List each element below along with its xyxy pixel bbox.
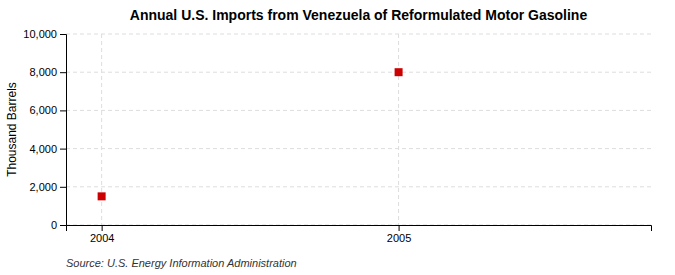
y-tick: 6,000 xyxy=(29,104,66,116)
y-grid-line xyxy=(66,72,651,73)
y-tick-mark xyxy=(60,225,66,226)
y-tick: 0 xyxy=(51,219,66,231)
x-grid-line xyxy=(398,34,399,225)
y-tick: 10,000 xyxy=(23,28,66,40)
y-grid-line xyxy=(66,186,651,187)
points xyxy=(98,68,403,200)
y-tick: 2,000 xyxy=(29,181,66,193)
source-note: Source: U.S. Energy Information Administ… xyxy=(66,257,297,269)
x-tick: 2004 xyxy=(90,225,114,244)
plot-area: 2004 2005 0 2,000 4,000 6,000 8,000 10,000 xyxy=(23,28,651,244)
x-axis-line xyxy=(67,226,652,232)
grid xyxy=(66,34,651,225)
x-tick: 2005 xyxy=(387,225,411,244)
x-tick-label: 2005 xyxy=(387,232,411,244)
y-tick-mark xyxy=(60,187,66,188)
x-tick-mark xyxy=(399,225,400,231)
x-tick-mark xyxy=(102,225,103,231)
y-tick-label: 10,000 xyxy=(23,28,57,40)
y-tick: 4,000 xyxy=(29,143,66,155)
chart: 2004 2005 0 2,000 4,000 6,000 8,000 10,000 Annua… xyxy=(0,0,675,275)
y-tick-mark xyxy=(60,72,66,73)
y-tick: 8,000 xyxy=(29,66,66,78)
point xyxy=(98,192,106,200)
y-tick-mark xyxy=(60,110,66,111)
y-grid-line xyxy=(66,110,651,111)
y-tick-mark xyxy=(60,34,66,35)
y-axis: 0 2,000 4,000 6,000 8,000 10,000 xyxy=(23,28,66,231)
y-axis-label: Thousand Barrels xyxy=(5,82,19,177)
y-tick-mark xyxy=(60,149,66,150)
y-tick-label: 6,000 xyxy=(29,104,57,116)
y-tick-label: 0 xyxy=(51,219,57,231)
y-tick-label: 2,000 xyxy=(29,181,57,193)
y-grid-line xyxy=(66,34,651,35)
point xyxy=(395,68,403,76)
y-axis-line xyxy=(60,35,67,226)
y-tick-label: 8,000 xyxy=(29,66,57,78)
x-tick-label: 2004 xyxy=(90,232,114,244)
x-axis: 2004 2005 xyxy=(67,225,652,244)
y-grid-line xyxy=(66,148,651,149)
title: Annual U.S. Imports from Venezuela of Re… xyxy=(130,7,588,23)
y-tick-label: 4,000 xyxy=(29,143,57,155)
